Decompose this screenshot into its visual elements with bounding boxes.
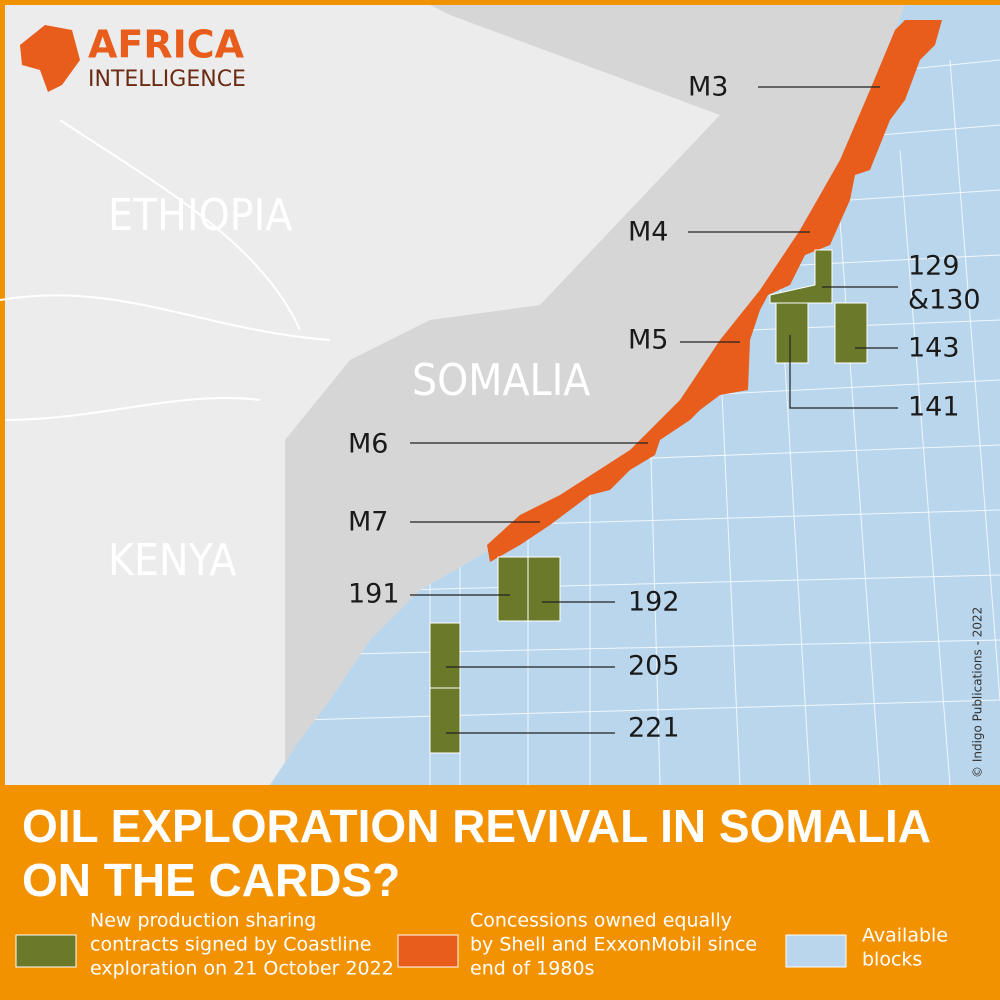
title: OIL EXPLORATION REVIVAL IN SOMALIA [22, 800, 931, 852]
legend-swatch [397, 934, 459, 968]
somalia [270, 5, 905, 785]
legend-text: end of 1980s [470, 958, 594, 980]
block-label: 221 [628, 713, 680, 744]
block-label: M6 [348, 429, 388, 460]
legend-text: exploration on 21 October 2022 [90, 958, 394, 980]
new-blocks [429, 249, 868, 754]
logo-text: INTELLIGENCE [88, 67, 246, 92]
concessions [487, 20, 942, 562]
legend-text: Available [862, 925, 948, 947]
country-label: SOMALIA [412, 355, 590, 406]
logo-text: AFRICA [88, 23, 245, 67]
block-label: M5 [628, 325, 668, 356]
block-label: M3 [688, 72, 728, 103]
title: ON THE CARDS? [22, 854, 400, 906]
country-label: KENYA [108, 535, 236, 586]
legend-text: Concessions owned equally [470, 910, 732, 932]
country-label: ETHIOPIA [108, 190, 292, 241]
block-label: 143 [908, 333, 960, 364]
credit: © Indigo Publications - 2022 [971, 607, 985, 778]
block-label: 129 [908, 251, 960, 282]
block-label: 191 [348, 579, 400, 610]
block-label: 141 [908, 392, 960, 423]
legend-swatch [785, 934, 847, 968]
leaders [410, 86, 898, 734]
borders [0, 119, 331, 421]
block-label: M4 [628, 217, 668, 248]
legend-text: blocks [862, 949, 922, 971]
legend-text: by Shell and ExxonMobil since [470, 934, 757, 956]
block-label: 205 [628, 651, 680, 682]
legend-text: contracts signed by Coastline [90, 934, 371, 956]
legend-text: New production sharing [90, 910, 316, 932]
block-label: &130 [908, 285, 981, 316]
logo-mark [20, 25, 80, 92]
block-label: M7 [348, 507, 388, 538]
block-label: 192 [628, 587, 680, 618]
legend-swatch [15, 934, 77, 968]
